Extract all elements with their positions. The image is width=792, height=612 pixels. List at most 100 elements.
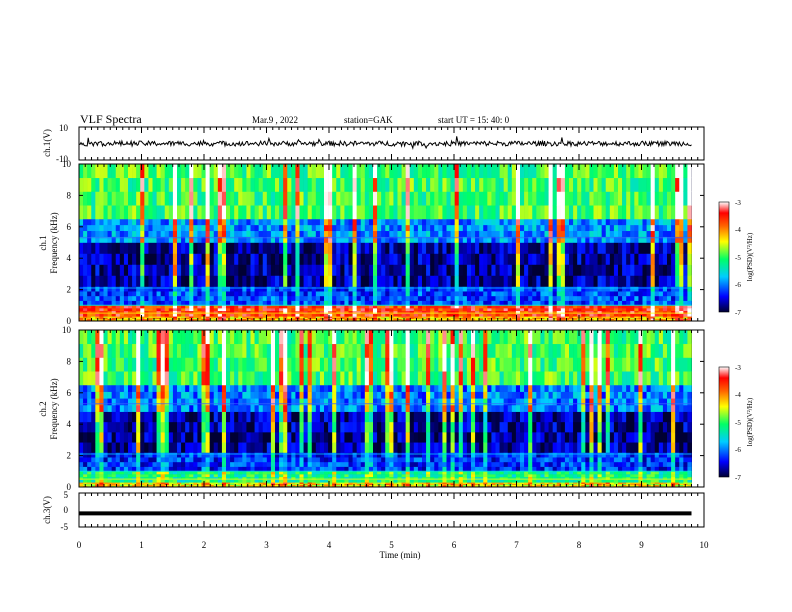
spectrogram-cell: [667, 264, 672, 276]
spectrogram-cell: [373, 305, 378, 309]
spectrogram-cell: [438, 291, 443, 297]
spectrogram-cell: [181, 236, 186, 243]
spectrogram-cell: [99, 432, 104, 443]
spectrogram-cell: [593, 230, 598, 237]
spectrogram-cell: [577, 230, 582, 237]
spectrogram-cell: [185, 191, 190, 206]
spectrogram-cell: [99, 224, 104, 232]
spectrogram-cell: [254, 316, 259, 318]
spectrogram-cell: [99, 177, 104, 192]
spectrogram-cell: [230, 421, 235, 433]
spectrogram-cell: [258, 164, 264, 179]
spectrogram-cell: [279, 291, 284, 297]
spectrogram-cell: [471, 164, 476, 179]
spectrogram-cell: [217, 476, 223, 480]
spectrogram-cell: [573, 317, 578, 319]
spectrogram-cell: [111, 357, 117, 372]
spectrogram-cell: [507, 191, 513, 206]
spectrogram-cell: [430, 286, 435, 292]
spectrogram-cell: [205, 484, 210, 487]
spectrogram-cell: [593, 275, 598, 287]
spectrogram-cell: [548, 236, 553, 243]
spectrogram-cell: [319, 300, 325, 306]
spectrogram-cell: [650, 310, 656, 314]
spectrogram-cell: [536, 177, 541, 192]
spectrogram-cell: [340, 264, 345, 276]
spectrogram-cell: [687, 317, 692, 319]
spectrogram-cell: [336, 164, 341, 179]
spectrogram-cell: [401, 164, 406, 179]
spectrogram-cell: [344, 295, 349, 301]
spectrogram-cell: [279, 253, 284, 265]
spectrogram-cell: [405, 318, 411, 321]
spectrogram-cell: [373, 300, 378, 306]
spectrogram-cell: [87, 291, 92, 297]
ch1-colorbar-tick: -7: [735, 309, 741, 317]
spectrogram-cell: [528, 218, 533, 226]
spectrogram-cell: [613, 275, 619, 287]
spectrogram-cell: [332, 317, 337, 319]
spectrogram-cell: [270, 310, 276, 314]
spectrogram-cell: [373, 317, 378, 319]
spectrogram-cell: [197, 264, 202, 276]
spectrogram-cell: [524, 291, 529, 297]
spectrogram-cell: [156, 466, 161, 472]
spectrogram-cell: [148, 264, 153, 276]
spectrogram-cell: [311, 300, 317, 306]
spectrogram-cell: [548, 317, 553, 319]
spectrogram-cell: [364, 305, 370, 309]
spectrogram-cell: [132, 316, 137, 318]
spectrogram-cell: [417, 275, 423, 287]
spectrogram-cell: [238, 305, 243, 309]
spectrogram-cell: [193, 466, 198, 472]
spectrogram-cell: [536, 291, 541, 297]
spectrogram-cell: [295, 316, 300, 318]
spectrogram-cell: [226, 316, 231, 318]
spectrogram-cell: [340, 305, 345, 309]
spectrogram-cell: [430, 236, 435, 243]
spectrogram-cell: [548, 242, 553, 254]
spectrogram-cell: [462, 291, 468, 297]
spectrogram-cell: [213, 316, 219, 318]
spectrogram-cell: [389, 264, 394, 276]
spectrogram-cell: [303, 177, 308, 192]
spectrogram-cell: [230, 218, 235, 226]
spectrogram-cell: [156, 164, 161, 179]
spectrogram-cell: [515, 191, 521, 206]
spectrogram-cell: [569, 164, 574, 179]
spectrogram-cell: [491, 310, 496, 314]
spectrogram-cell: [119, 295, 125, 301]
spectrogram-cell: [91, 476, 96, 480]
spectrogram-cell: [569, 305, 574, 309]
spectrogram-cell: [552, 236, 558, 243]
spectrogram-cell: [483, 305, 488, 309]
spectrogram-cell: [119, 343, 125, 358]
spectrogram-cell: [446, 218, 451, 226]
spectrogram-cell: [503, 308, 509, 312]
spectrogram-cell: [344, 191, 349, 206]
spectrogram-cell: [495, 286, 500, 292]
spectrogram-cell: [266, 300, 272, 306]
spectrogram-cell: [618, 218, 623, 226]
spectrogram-cell: [103, 343, 108, 358]
spectrogram-cell: [340, 242, 345, 254]
spectrogram-cell: [360, 230, 366, 237]
spectrogram-cell: [177, 253, 182, 265]
spectrogram-cell: [99, 471, 104, 475]
spectrogram-cell: [148, 371, 153, 386]
spectrogram-cell: [581, 164, 586, 179]
spectrogram-cell: [287, 224, 292, 232]
spectrogram-cell: [156, 313, 161, 317]
spectrogram-cell: [132, 457, 137, 463]
spectrogram-cell: [487, 308, 492, 312]
spectrogram-cell: [172, 474, 178, 478]
spectrogram-cell: [548, 253, 553, 265]
spectrogram-cell: [319, 218, 325, 226]
spectrogram-cell: [226, 421, 231, 433]
spectrogram-cell: [136, 484, 141, 487]
spectrogram-cell: [242, 308, 247, 312]
spectrogram-cell: [189, 177, 194, 192]
spectrogram-cell: [573, 295, 578, 301]
spectrogram-cell: [364, 236, 370, 243]
spectrogram-cell: [422, 305, 427, 309]
